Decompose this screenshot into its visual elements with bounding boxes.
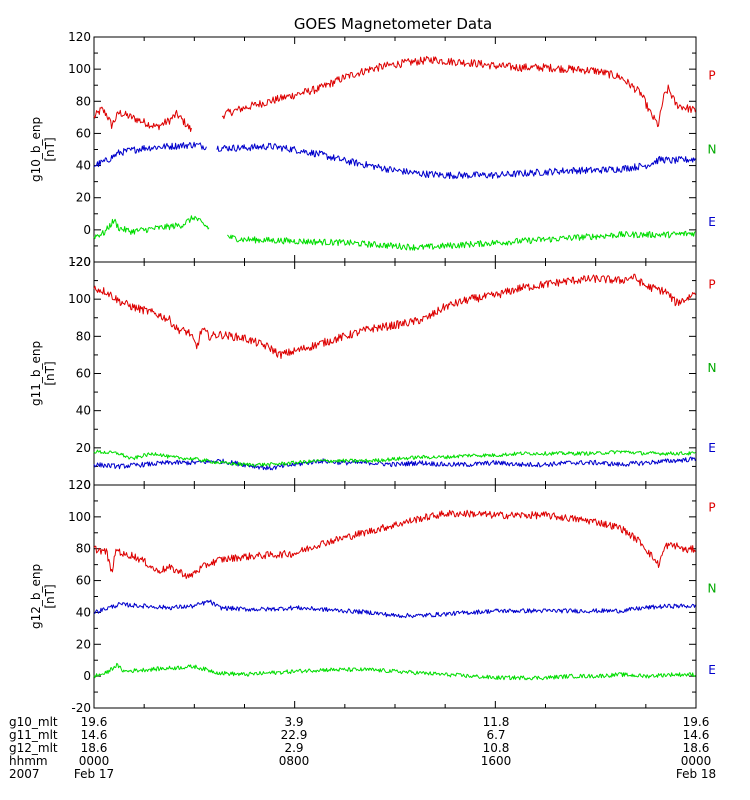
g10-ytick-label: 60 — [76, 126, 91, 140]
g10-series-E — [93, 215, 696, 251]
g12-ytick-label: 0 — [83, 669, 91, 683]
footer-value: 14.6 — [682, 728, 710, 742]
footer-row-label: 2007 — [9, 767, 40, 781]
g11-legend-N: N — [708, 361, 717, 375]
footer-value: 19.6 — [80, 715, 108, 729]
g12-series-N — [93, 599, 696, 619]
g12-ytick-label: 60 — [76, 574, 91, 588]
footer-row-g11_mlt: g11_mlt 14.6 22.9 6.7 14.6 — [0, 729, 750, 742]
g12-ytick-label: 80 — [76, 542, 91, 556]
footer-value: 1600 — [480, 754, 512, 768]
footer-value: Feb 17 — [73, 767, 115, 781]
footer-value: 0800 — [278, 754, 310, 768]
g12-series-E — [93, 662, 696, 681]
g12-legend-E: E — [708, 663, 716, 677]
g12-ylabel: g12_b_enp — [29, 564, 43, 629]
g12-ytick-label: 120 — [68, 478, 91, 492]
g11-yunit: [nT] — [43, 361, 57, 385]
g12-ytick-label: 40 — [76, 605, 91, 619]
g12-yunit: [nT] — [43, 584, 57, 608]
footer-row-label: g10_mlt — [9, 715, 58, 729]
g12-legend-P: P — [708, 500, 715, 514]
g10-yunit: [nT] — [43, 137, 57, 161]
footer-value: 2.9 — [284, 741, 304, 755]
g11-ytick-label: 20 — [76, 441, 91, 455]
footer-row-label: g11_mlt — [9, 728, 58, 742]
g11-ytick-label: 100 — [68, 292, 91, 306]
g10-legend-E: E — [708, 215, 716, 229]
g11-ytick-label: 60 — [76, 367, 91, 381]
g11-series-N — [93, 456, 696, 471]
footer-value: 0000 — [78, 754, 110, 768]
footer-row-label: hhmm — [9, 754, 48, 768]
footer-row-2007: 2007 Feb 17 Feb 18 — [0, 768, 750, 781]
g10-ytick-label: 20 — [76, 191, 91, 205]
g12-plot-frame — [93, 484, 697, 709]
footer-row-hhmm: hhmm 0000 0800 1600 0000 — [0, 755, 750, 768]
footer-row-g12_mlt: g12_mlt 18.6 2.9 10.8 18.6 — [0, 742, 750, 755]
g12-ytick-label: 100 — [68, 510, 91, 524]
footer-value: Feb 18 — [675, 767, 717, 781]
footer-value: 10.8 — [482, 741, 510, 755]
footer-row-g10_mlt: g10_mlt 19.6 3.9 11.8 19.6 — [0, 716, 750, 729]
g10-series-P — [93, 55, 696, 132]
g11-series-P — [93, 273, 696, 359]
g11-ytick-label: 0 — [83, 478, 91, 492]
g12-series-P — [93, 509, 696, 580]
g10-ytick-label: 40 — [76, 159, 91, 173]
panel-g10: -20 0 20 40 60 80 100 120 g10_b_enp [nT] P N E — [29, 30, 716, 269]
g11-legend-P: P — [708, 277, 715, 291]
g10-ytick-label: -20 — [71, 255, 91, 269]
g12-ytick-label: -20 — [71, 701, 91, 715]
footer-value: 18.6 — [80, 741, 108, 755]
footer-value: 19.6 — [682, 715, 710, 729]
g10-ytick-label: 120 — [68, 30, 91, 44]
g11-ytick-label: 80 — [76, 329, 91, 343]
g10-ytick-label: 100 — [68, 62, 91, 76]
g11-ylabel: g11_b_enp — [29, 341, 43, 406]
footer-value: 14.6 — [80, 728, 108, 742]
g10-series-N — [93, 141, 696, 180]
footer-row-label: g12_mlt — [9, 741, 58, 755]
g10-ytick-label: 0 — [83, 223, 91, 237]
panel-g12: -20 0 20 40 60 80 100 120 g12_b_enp [nT] P N E — [29, 478, 716, 715]
g10-legend-P: P — [708, 69, 715, 83]
g10-ytick-label: 80 — [76, 94, 91, 108]
g12-legend-N: N — [708, 582, 717, 596]
g11-legend-E: E — [708, 441, 716, 455]
footer-value: 18.6 — [682, 741, 710, 755]
footer-value: 11.8 — [482, 715, 510, 729]
footer-value: 3.9 — [284, 715, 304, 729]
footer-value: 6.7 — [486, 728, 506, 742]
g10-ylabel: g10_b_enp — [29, 117, 43, 182]
g11-series-E — [93, 449, 696, 467]
footer-value: 22.9 — [280, 728, 308, 742]
g10-legend-N: N — [708, 143, 717, 157]
g12-ytick-label: 20 — [76, 637, 91, 651]
footer-value: 0000 — [680, 754, 712, 768]
chart-title: GOES Magnetometer Data — [294, 15, 492, 33]
g11-ytick-label: 120 — [68, 255, 91, 269]
g11-plot-frame — [93, 261, 697, 486]
panel-g11: 0 20 40 60 80 100 120 g11_b_enp [nT] P N E — [29, 255, 716, 492]
g11-ytick-label: 40 — [76, 404, 91, 418]
